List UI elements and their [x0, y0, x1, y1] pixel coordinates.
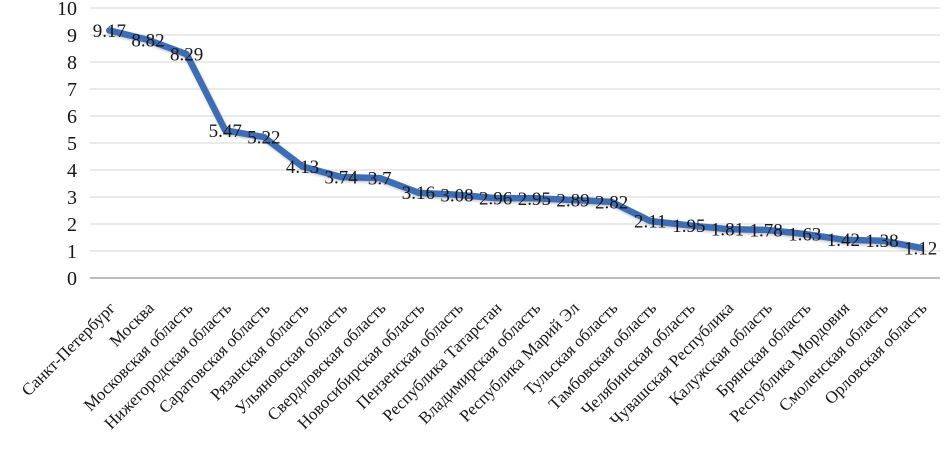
- data-label: 3.74: [325, 168, 359, 189]
- data-label: 1.38: [865, 231, 898, 252]
- y-axis-tick-labels: 0 1 2 3 4 5 6 7 8 9 10: [57, 0, 77, 290]
- data-label: 4.13: [286, 157, 319, 178]
- data-label: 2.95: [518, 189, 551, 210]
- y-tick-label: 3: [67, 187, 77, 209]
- y-tick-label: 0: [67, 268, 77, 290]
- data-label: 2.89: [556, 190, 589, 211]
- data-label: 2.82: [595, 192, 628, 213]
- data-labels: 9.17 8.82 8.29 5.47 5.22 4.13 3.74 3.7 3.16 3.08 2…: [93, 21, 938, 259]
- data-label: 2.11: [634, 212, 667, 233]
- data-label: 3.08: [440, 185, 473, 206]
- y-tick-label: 8: [67, 52, 77, 74]
- data-label: 1.42: [827, 230, 860, 251]
- y-tick-label: 5: [67, 133, 77, 155]
- data-label: 1.63: [788, 224, 821, 245]
- y-tick-label: 9: [67, 25, 77, 47]
- data-label: 1.78: [750, 220, 783, 241]
- data-label: 8.29: [170, 45, 203, 66]
- data-label: 8.82: [131, 30, 164, 51]
- data-label: 3.16: [402, 183, 435, 204]
- y-tick-label: 10: [57, 0, 77, 20]
- y-tick-label: 6: [67, 106, 77, 128]
- y-tick-label: 7: [67, 79, 77, 101]
- data-series-line: [106, 27, 924, 252]
- data-label: 9.17: [93, 21, 126, 42]
- data-label: 5.22: [247, 128, 280, 149]
- y-tick-label: 4: [67, 160, 77, 182]
- data-label: 1.12: [904, 238, 937, 259]
- data-label: 1.95: [672, 216, 705, 237]
- gridlines: [90, 7, 940, 279]
- y-tick-label: 2: [67, 214, 77, 236]
- data-label: 1.81: [711, 220, 744, 241]
- data-label: 5.47: [209, 121, 242, 142]
- data-label: 3.7: [368, 169, 392, 190]
- y-tick-label: 1: [67, 241, 77, 263]
- data-label: 2.96: [479, 189, 512, 210]
